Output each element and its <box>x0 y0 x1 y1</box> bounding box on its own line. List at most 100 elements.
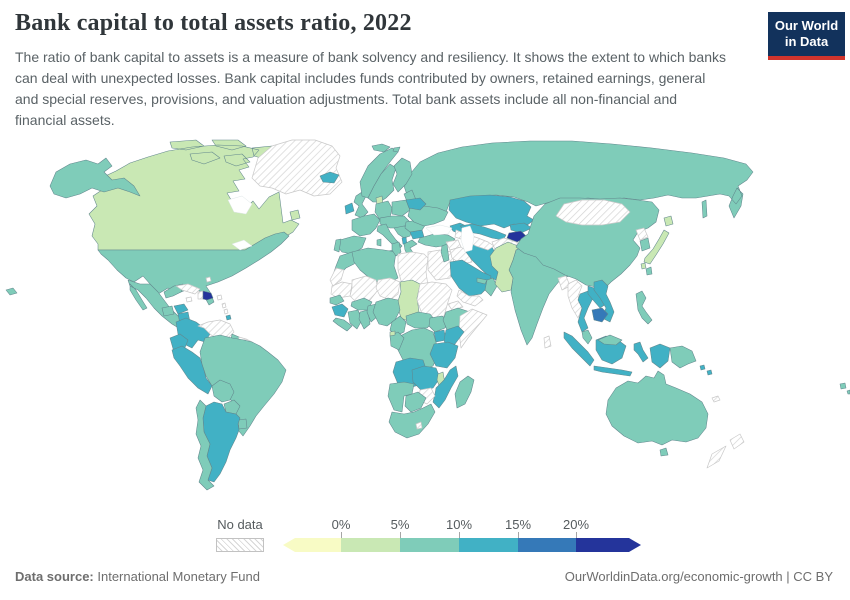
country-bolivia[interactable]: Bolivia <box>211 379 235 403</box>
country-congo-gabon[interactable]: Congo & Gabon <box>389 331 405 351</box>
legend-band-5-10%[interactable] <box>400 538 459 552</box>
country-mali[interactable]: Mali <box>349 275 379 305</box>
country-iceland[interactable]: Iceland <box>319 171 340 184</box>
country-senegal[interactable]: Senegal <box>329 294 345 306</box>
country-mozambique[interactable]: Mozambique <box>432 365 459 409</box>
country-levant[interactable]: Israel & Jordan <box>440 243 450 263</box>
country-western-sahara[interactable]: Western Sahara <box>329 267 345 287</box>
no-data-swatch[interactable] <box>216 538 264 552</box>
country-taiwan[interactable]: Taiwan <box>645 266 653 276</box>
legend-tick-mark <box>341 532 342 538</box>
owid-logo-line1: Our World <box>774 18 839 33</box>
country-tanzania[interactable]: Tanzania <box>429 341 459 369</box>
country-oman[interactable]: Oman <box>484 277 498 297</box>
footer-link[interactable]: OurWorldinData.org/economic-growth | CC … <box>564 569 833 584</box>
country-portugal[interactable]: Portugal <box>333 238 342 253</box>
country-lesotho[interactable]: Lesotho <box>415 421 423 430</box>
country-uruguay[interactable]: Uruguay <box>237 418 248 430</box>
chart-subtitle: The ratio of bank capital to assets is a… <box>15 49 726 128</box>
world-choropleth-map: RussiaCanadaUnited StatesGreenlandMexico… <box>5 139 850 491</box>
country-ghana[interactable]: Ghana <box>358 309 371 330</box>
legend-band-<0%[interactable] <box>283 538 341 552</box>
country-paraguay[interactable]: Paraguay <box>223 399 241 415</box>
owid-logo[interactable]: Our World in Data <box>768 12 845 60</box>
country-australia[interactable]: Australia <box>605 370 709 457</box>
country-papua-new-guinea[interactable]: Papua New Guinea <box>669 345 697 369</box>
country-chile[interactable]: Chile <box>195 399 215 491</box>
country-japan[interactable]: Japan <box>640 215 674 270</box>
country-svalbard[interactable]: Svalbard <box>371 143 401 153</box>
country-eritrea[interactable]: Eritrea <box>447 300 464 311</box>
country-equatorial-guinea[interactable]: Equatorial Guinea <box>389 330 396 337</box>
country-madagascar[interactable]: Madagascar <box>454 375 475 409</box>
legend-tick-label-20%: 20% <box>562 517 590 532</box>
country-greece[interactable]: Greece <box>403 239 418 257</box>
country-china[interactable]: China <box>515 197 660 291</box>
legend-band-15-20%[interactable] <box>518 538 576 552</box>
country-vietnam[interactable]: Vietnam <box>593 279 615 323</box>
country-sri-lanka[interactable]: Sri Lanka <box>543 335 552 349</box>
legend-tick-label-5%: 5% <box>390 517 410 532</box>
country-kyrgyzstan[interactable]: Kyrgyzstan <box>509 222 533 234</box>
country-namibia[interactable]: Namibia <box>387 381 415 413</box>
hudson-bay <box>227 195 253 215</box>
country-canada[interactable]: Canada <box>88 139 301 251</box>
country-cuba[interactable]: Cuba <box>175 283 201 295</box>
country-venezuela[interactable]: Venezuela <box>197 319 235 341</box>
country-sudan[interactable]: Sudan <box>416 281 453 321</box>
legend-band-0-5%[interactable] <box>341 538 400 552</box>
page-title: Bank capital to total assets ratio, 2022 <box>15 10 412 36</box>
country-haiti[interactable]: Haiti <box>197 290 204 300</box>
country-niger[interactable]: Niger <box>375 277 401 301</box>
country-jamaica[interactable]: Jamaica <box>185 296 193 303</box>
country-sierra-leone-liberia[interactable]: Sierra Leone & Liberia <box>332 317 353 332</box>
legend-tick-label-15%: 15% <box>504 517 532 532</box>
country-botswana[interactable]: Botswana <box>404 391 427 413</box>
country-yemen[interactable]: Yemen <box>456 289 484 307</box>
country-usa[interactable]: United States <box>5 157 290 306</box>
country-poland[interactable]: Poland <box>391 199 411 217</box>
legend-tick-mark <box>518 532 519 538</box>
country-zambia[interactable]: Zambia <box>411 365 441 391</box>
country-kazakhstan[interactable]: Kazakhstan <box>448 194 535 229</box>
legend-tick-mark <box>459 532 460 538</box>
country-philippines[interactable]: Philippines <box>635 290 653 325</box>
country-south-korea[interactable]: South Korea <box>639 237 651 252</box>
country-belarus[interactable]: Belarus <box>405 197 427 211</box>
country-fiji[interactable]: Fiji <box>839 382 850 395</box>
country-uzbekistan[interactable]: Uzbekistan <box>459 223 507 241</box>
country-solomon-islands[interactable]: Solomon Islands <box>699 364 713 376</box>
country-france[interactable]: France <box>351 213 381 237</box>
country-mongolia[interactable]: Mongolia <box>555 199 631 226</box>
country-libya[interactable]: Libya <box>397 251 429 289</box>
legend-band-10-15%[interactable] <box>459 538 518 552</box>
legend-colorbar[interactable] <box>283 538 641 552</box>
country-lesser-antilles[interactable]: Lesser Antilles <box>216 294 229 315</box>
country-ireland[interactable]: Ireland <box>344 202 355 215</box>
lakes-layer <box>227 195 475 253</box>
country-north-korea[interactable]: North Korea <box>635 227 649 241</box>
black-sea <box>425 224 453 236</box>
country-uae-qatar[interactable]: UAE & Qatar <box>476 277 488 285</box>
country-bahamas[interactable]: Bahamas <box>205 276 212 283</box>
legend-band-20%+[interactable] <box>576 538 641 552</box>
country-finland[interactable]: Finland <box>392 157 413 193</box>
country-ivory-coast[interactable]: Cote d'Ivoire <box>347 309 363 330</box>
country-new-zealand[interactable]: New Zealand <box>706 433 745 469</box>
country-algeria[interactable]: Algeria <box>351 247 399 285</box>
country-indonesia[interactable]: Indonesia <box>563 331 671 377</box>
country-new-caledonia[interactable]: New Caledonia <box>711 395 721 403</box>
data-source-label: Data source: <box>15 569 94 584</box>
country-dominican-republic[interactable]: Dominican Republic <box>202 290 214 301</box>
country-trinidad-and-tobago[interactable]: Trinidad and Tobago <box>225 314 232 321</box>
country-guatemala[interactable]: Guatemala <box>161 305 175 317</box>
legend-tick-mark <box>576 532 577 538</box>
country-guinea[interactable]: Guinea <box>331 303 349 318</box>
country-honduras[interactable]: Honduras <box>173 303 189 315</box>
country-somalia[interactable]: Somalia <box>458 308 488 349</box>
country-ukraine[interactable]: Ukraine <box>407 205 449 227</box>
country-cambodia[interactable]: Cambodia <box>591 307 609 323</box>
country-malaysia[interactable]: Malaysia <box>581 329 623 346</box>
country-south-africa[interactable]: South Africa <box>388 403 436 439</box>
